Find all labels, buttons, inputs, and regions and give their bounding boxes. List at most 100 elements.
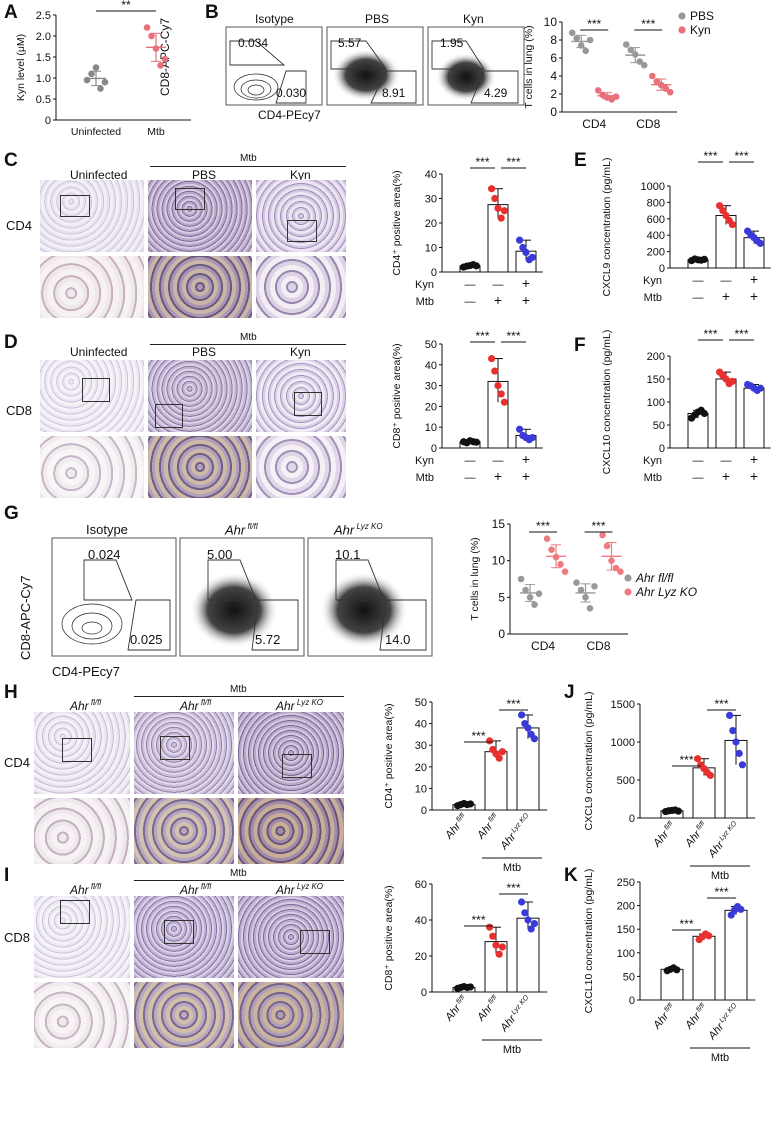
B-point-1-0-0 <box>622 41 630 48</box>
ihc-c-micro-3-high <box>256 256 346 318</box>
H-point-1-3 <box>495 754 503 762</box>
G-point-0-1-2 <box>552 553 560 561</box>
ihc-c-title-3: Kyn <box>290 168 311 182</box>
H-xtick-label-2: Ahr Lyz KO <box>498 812 535 853</box>
E-ytick-label-1: 200 <box>647 247 665 259</box>
ihc-h-micro-1-high <box>34 798 130 864</box>
G-ytick-label-0: 0 <box>498 627 505 641</box>
K-bar-1 <box>692 935 716 1001</box>
F-ylabel: CXCL10 concentration (pg/mL) <box>601 330 613 475</box>
G-point-1-0-4 <box>591 583 598 590</box>
K-xtick-label-0: Ahr fl/fl <box>650 1002 678 1032</box>
H-sig-0: *** <box>471 729 485 743</box>
F-ytick-label-3: 150 <box>647 374 665 386</box>
ihc-c-mtb-label: Mtb <box>240 153 257 164</box>
flow-b-gate-cd8-1 <box>229 40 286 66</box>
K-mtb-label: Mtb <box>711 1052 729 1064</box>
E-point-2-4 <box>756 239 764 247</box>
B-point-1-1-4 <box>666 88 674 96</box>
D-point-1-0 <box>488 354 496 363</box>
flow-g-gate-cd8-1 <box>83 559 133 601</box>
B-point-1-1-3 <box>662 85 670 92</box>
F-row-mark-0-2: + <box>750 451 758 467</box>
F-sig-1: *** <box>734 327 748 341</box>
ihc-h-mtb-line <box>134 696 344 697</box>
J-point-2-0 <box>726 711 734 719</box>
F-ytick-label-2: 100 <box>647 397 665 409</box>
ihc-i-micro-1-high <box>34 982 130 1048</box>
flow-g-title-isotype: Isotype <box>86 522 128 537</box>
C-ytick-label-2: 20 <box>425 218 437 230</box>
G-point-1-1-2 <box>608 557 615 564</box>
chart-c: 0 10 20 30 40 CD4⁺ positive area(%) *** *** Kyn —… <box>391 155 543 308</box>
K-sig-0: *** <box>679 917 693 931</box>
K-point-2-3 <box>737 905 745 913</box>
E-row-label-0: Kyn <box>643 275 662 287</box>
H-mtb-label: Mtb <box>503 862 521 874</box>
ihc-i-title-3-sup: Lyz KO <box>294 882 323 891</box>
K-ytick-label-2: 100 <box>617 948 635 960</box>
ihc-d-micro-2-high <box>148 436 252 498</box>
K-point-1-3 <box>705 932 713 940</box>
E-point-0-4 <box>700 255 708 263</box>
B-legend-marker-1 <box>678 26 686 34</box>
ihc-i-zoom-box-2 <box>164 920 194 944</box>
F-row-mark-1-2: + <box>750 468 758 484</box>
A-point-0-4 <box>101 78 109 86</box>
D-ytick-label-2: 20 <box>425 401 437 413</box>
B-point-0-0-0 <box>568 29 576 37</box>
J-xtick-sup-0: fl/fl <box>662 820 675 833</box>
ihc-c-zoom-box-3 <box>287 220 317 242</box>
flow-b-xaxis-label: CD4-PEcy7 <box>258 108 321 122</box>
C-ytick-label-4: 40 <box>425 169 437 181</box>
A-point-0-1 <box>88 70 95 78</box>
chart-k: 0 50 100 150 200 250 CXCL10 concentration (pg/… <box>583 869 756 1064</box>
H-ytick-label-3: 30 <box>415 740 427 752</box>
I-ytick-label-0: 0 <box>421 987 427 999</box>
G-point-1-1-4 <box>617 568 624 575</box>
F-row-label-0: Kyn <box>643 455 662 467</box>
J-xtick-label-1: Ahr fl/fl <box>682 820 710 850</box>
J-point-0-4 <box>674 807 682 815</box>
B-sig-1: *** <box>641 17 655 31</box>
ihc-d-micro-1-low <box>40 360 144 432</box>
flow-b-contour-1 <box>233 73 279 101</box>
ihc-d-zoom-box-2 <box>155 404 183 428</box>
ihc-h-micro-2-high <box>134 798 234 864</box>
flow-b-val-cd8-2: 5.57 <box>338 36 362 50</box>
H-point-2-4 <box>530 735 538 743</box>
F-ytick-label-0: 0 <box>659 443 665 455</box>
B-point-1-0-4 <box>640 61 648 69</box>
G-point-0-1-1 <box>548 546 555 553</box>
K-sig-1: *** <box>714 885 728 899</box>
C-row-mark-1-1: + <box>494 292 502 308</box>
ihc-i-mtb-line <box>134 880 344 881</box>
panel-letter-j: J <box>564 682 575 703</box>
panel-letter-k: K <box>564 865 578 886</box>
B-point-1-0-1 <box>627 46 635 54</box>
H-ytick-label-1: 10 <box>415 783 427 795</box>
F-bar-2 <box>743 387 765 449</box>
H-point-1-0 <box>486 737 494 745</box>
ihc-c-micro-3-low <box>256 180 346 252</box>
G-point-0-1-3 <box>557 561 564 568</box>
H-xtick-label-0: Ahr fl/fl <box>442 812 470 842</box>
flow-b-title-isotype: Isotype <box>255 12 294 26</box>
flow-b-plots <box>225 26 525 106</box>
I-xtick-label-2: Ahr Lyz KO <box>498 994 535 1035</box>
H-xtick-label-1: Ahr fl/fl <box>474 812 502 842</box>
D-row-mark-0-2: + <box>522 451 530 467</box>
ihc-d-mtb-label: Mtb <box>240 332 257 343</box>
J-xtick-sup-2: Lyz KO <box>717 820 739 844</box>
F-point-2-4 <box>756 384 764 392</box>
I-point-2-4 <box>530 920 538 928</box>
B-xtick-label-0: CD4 <box>582 117 606 131</box>
A-point-0-3 <box>97 85 104 92</box>
flow-g-val-cd8-3: 10.1 <box>335 547 361 562</box>
G-point-0-1-4 <box>561 568 569 575</box>
E-row-mark-1-0: — <box>693 292 704 304</box>
I-point-1-4 <box>498 943 506 951</box>
H-xtick-sup-1: fl/fl <box>486 812 499 825</box>
ihc-i-zoom-box-3 <box>300 930 330 954</box>
flow-g-title-lyzko-ahr: Ahr <box>334 522 355 538</box>
